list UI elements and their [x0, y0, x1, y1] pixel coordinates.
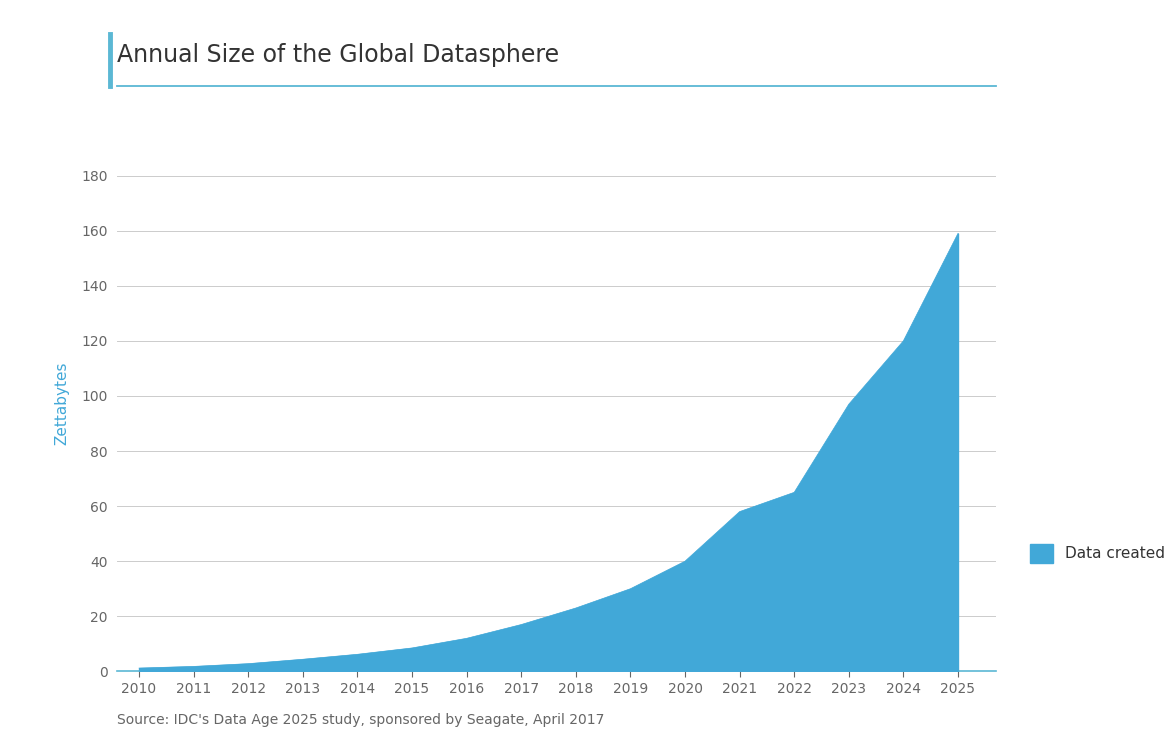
Y-axis label: Zettabytes: Zettabytes — [55, 361, 70, 445]
Text: Annual Size of the Global Datasphere: Annual Size of the Global Datasphere — [117, 43, 559, 67]
Text: Source: IDC's Data Age 2025 study, sponsored by Seagate, April 2017: Source: IDC's Data Age 2025 study, spons… — [117, 713, 605, 727]
Legend: Data created: Data created — [1030, 544, 1165, 562]
